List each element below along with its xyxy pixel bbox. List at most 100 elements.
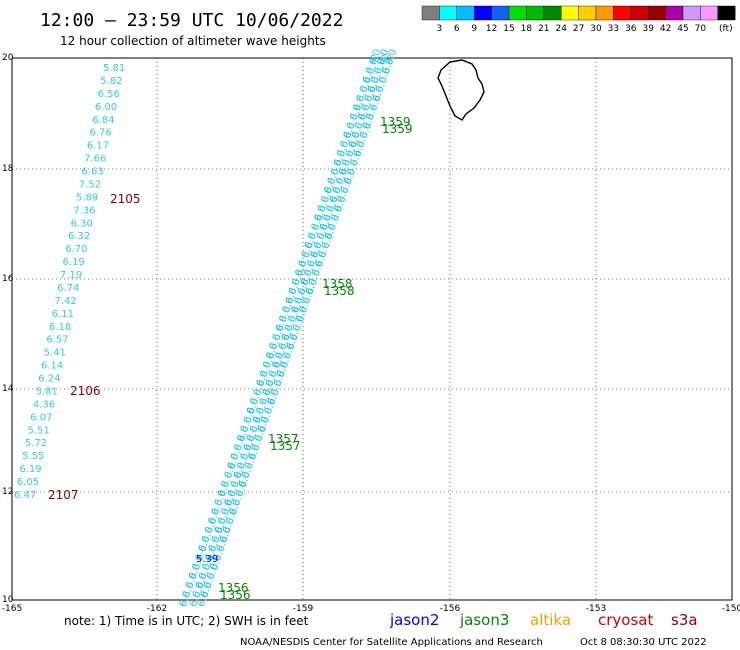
track-value: 5.81	[36, 386, 58, 397]
track-mark: 6.0	[336, 140, 352, 159]
plot-frame	[11, 57, 733, 601]
legend-swatch	[595, 5, 614, 21]
track-mark: 6.0	[274, 342, 290, 361]
track-mark: 6.0	[178, 590, 194, 609]
legend-swatch	[717, 5, 736, 21]
lon-tick-label: -150	[722, 604, 740, 614]
track-mark: 6.0	[358, 121, 374, 140]
track-mark: 6.0	[258, 360, 274, 379]
track-value: 6.57	[46, 335, 68, 346]
track-mark: 6.0	[346, 158, 362, 177]
track-mark: 6.0	[251, 406, 267, 425]
track-mark: 6.0	[281, 296, 297, 315]
track-bottom-value: 5.39	[196, 554, 218, 565]
track-mark: 6.0	[309, 241, 325, 260]
track-mark: 6.0	[223, 461, 239, 480]
jason3-pass-label: 1356	[218, 581, 249, 595]
track-mark: 6.0	[355, 131, 371, 150]
track-mark: 6.0	[250, 434, 266, 453]
track-value: 6.19	[19, 464, 41, 475]
track-mark: 6.0	[349, 149, 365, 168]
track-mark: 6.0	[312, 232, 328, 251]
track-mark: 6.0	[216, 507, 232, 526]
track-mark: 6.0	[247, 443, 263, 462]
track-mark: 6.0	[205, 562, 221, 581]
cryosat-pass-label: 2105	[110, 192, 141, 206]
track-mark: 6.0	[366, 75, 382, 94]
track-mark: 6.0	[342, 121, 358, 140]
track-mark: 6.0	[279, 351, 295, 370]
track-mark: 6.0	[204, 516, 220, 535]
track-mark: 6.0	[207, 507, 223, 526]
track-value: 6.11	[52, 309, 74, 320]
track-mark: 6.0	[274, 314, 290, 333]
track-mark: 6.0	[310, 213, 326, 232]
track-mark: 6.0	[263, 397, 279, 416]
track-mark: 6.0	[323, 222, 339, 241]
legend-swatch	[630, 5, 649, 21]
track-mark: 6.0	[272, 369, 288, 388]
cryosat-pass-label: 2106	[70, 384, 101, 398]
track-mark: 6.0	[365, 57, 381, 76]
track-mark: 6.0	[313, 204, 329, 223]
track-value: 6.14	[41, 361, 63, 372]
track-mark: 6.0	[239, 415, 255, 434]
track-mark: 6.0	[304, 277, 320, 296]
track-mark: 6.0	[255, 369, 271, 388]
track-mark: 6.0	[245, 397, 261, 416]
track-mark: 6.0	[353, 112, 369, 131]
track-mark: 6.0	[213, 489, 229, 508]
track-mark: 6.0	[232, 434, 248, 453]
track-mark: 6.0	[283, 314, 299, 333]
cryosat-pass-label: 2107	[48, 488, 79, 502]
track-mark: 6.0	[328, 186, 344, 205]
legend-swatch	[491, 5, 510, 21]
track-mark: 6.0	[226, 452, 242, 471]
track-mark: 6.0	[226, 480, 242, 499]
legend-label: 21	[538, 24, 549, 34]
legend-label: 24	[555, 24, 567, 34]
track-value: 6.47	[14, 490, 36, 501]
legend-label: 9	[471, 24, 477, 34]
track-mark: 6.0	[315, 222, 331, 241]
track-mark: 6.0	[318, 213, 334, 232]
track-value: 5.82	[100, 76, 122, 87]
legend-label: 6	[454, 24, 460, 34]
track-mark: 6.0	[268, 333, 284, 352]
track-mark: 6.0	[368, 48, 384, 67]
track-mark: 6.0	[341, 149, 357, 168]
track-value: 5.51	[27, 425, 49, 436]
legend-label: 18	[521, 24, 533, 34]
track-mark: 6.0	[336, 186, 352, 205]
track-mark: 6.0	[314, 250, 330, 269]
cryosat-track-values: 5.81 5.82 6.56 6.00 6.84 6.76 6.17 7.66 6.637.52…	[14, 63, 125, 501]
track-mark: 6.0	[381, 57, 397, 76]
track-mark: 6.0	[197, 535, 213, 554]
track-mark: 6.0	[326, 213, 342, 232]
track-mark: 6.0	[352, 140, 368, 159]
track-mark: 6.0	[266, 388, 282, 407]
legend-swatch	[682, 5, 701, 21]
track-mark: 6.0	[221, 516, 237, 535]
track-mark: 6.0	[184, 571, 200, 590]
track-mark: 6.0	[181, 581, 197, 600]
track-mark: 6.0	[197, 562, 213, 581]
track-value: 7.66	[84, 154, 106, 165]
track-value: 6.00	[95, 102, 117, 113]
lat-lon-grid	[12, 58, 732, 600]
track-mark: 6.0	[194, 571, 210, 590]
lat-tick-label: 12	[2, 487, 13, 497]
track-mark: 6.0	[269, 379, 285, 398]
track-mark: 6.0	[191, 553, 207, 572]
legend-label: 3	[437, 24, 443, 34]
jason3-tracks: 6.06.06.06.06.06.06.06.06.06.06.06.06.06…	[178, 48, 400, 609]
track-value: 6.84	[92, 115, 114, 126]
track-mark: 6.0	[296, 277, 312, 296]
track-mark: 6.0	[348, 103, 364, 122]
track-mark: 6.0	[229, 443, 245, 462]
track-mark: 6.0	[240, 461, 256, 480]
track-mark: 6.0	[301, 287, 317, 306]
track-mark: 6.0	[234, 480, 250, 499]
legend-label: 33	[608, 24, 619, 34]
track-value: 6.63	[81, 167, 103, 178]
